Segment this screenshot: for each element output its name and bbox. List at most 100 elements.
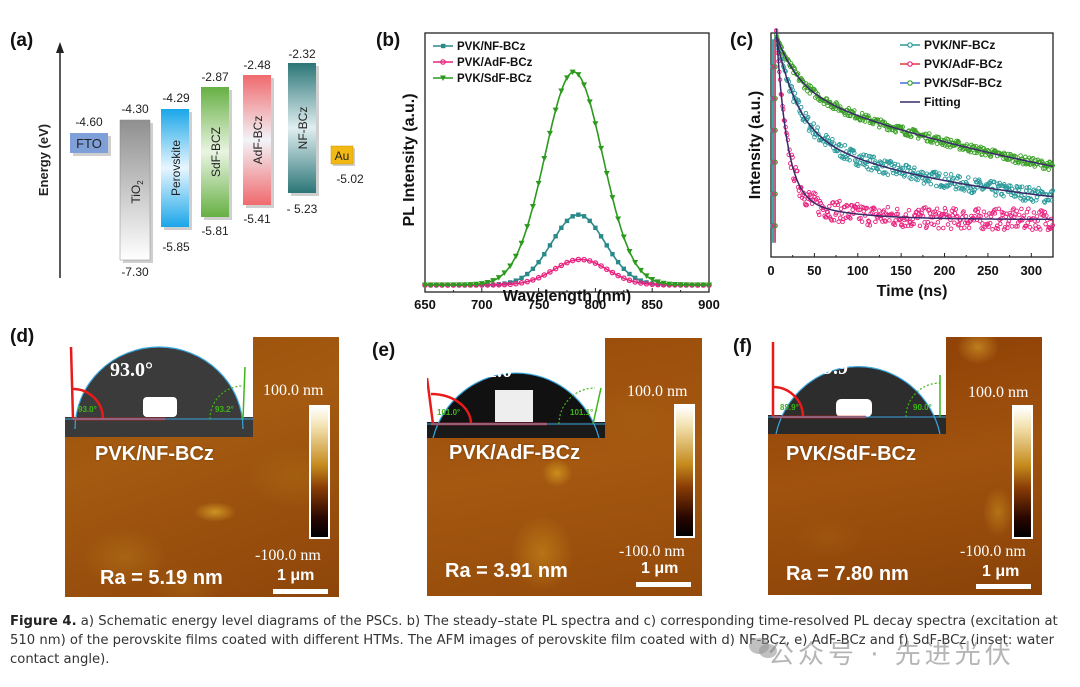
data-point [831, 217, 837, 223]
data-point [666, 281, 673, 288]
data-point [861, 152, 866, 157]
data-point [644, 280, 649, 285]
data-point [962, 225, 967, 230]
level-au-value: -5.02 [336, 172, 364, 186]
data-point [998, 183, 1003, 188]
data-point [981, 146, 987, 151]
data-point [809, 124, 814, 130]
data-point [936, 226, 941, 231]
data-point [932, 209, 937, 214]
data-point [524, 224, 531, 230]
data-point [1044, 197, 1049, 203]
data-point [941, 225, 946, 231]
data-point [875, 117, 880, 122]
data-point [564, 218, 570, 224]
level-tio2 [119, 119, 151, 261]
data-point [558, 88, 565, 94]
x-tick-label: 750 [528, 297, 550, 310]
data-point [587, 218, 592, 224]
data-point [962, 185, 968, 190]
data-point [838, 206, 844, 212]
data-point [547, 243, 553, 248]
data-point [927, 131, 932, 136]
x-tick-label: 150 [890, 263, 912, 278]
afm-image-nf-bcz: 93.0° 93.0° 93.2° PVK/NF-BCz Ra = 5.19 n… [65, 337, 339, 597]
data-point [836, 142, 841, 148]
data-point [988, 214, 994, 219]
data-point [467, 282, 474, 288]
panel-label-e: (e) [372, 340, 396, 361]
data-point [815, 125, 820, 130]
data-point [1028, 196, 1034, 202]
data-point [564, 75, 570, 81]
data-point [806, 190, 812, 195]
data-point [798, 104, 804, 110]
data-point [998, 221, 1003, 227]
data-point [1017, 184, 1023, 190]
data-point [772, 64, 778, 70]
contact-angle-value: 93.0° [110, 359, 153, 381]
data-point [881, 208, 887, 213]
data-point [995, 226, 1001, 232]
data-point [867, 223, 873, 228]
data-point [586, 99, 593, 105]
x-tick-label: 50 [807, 263, 821, 278]
data-point [546, 130, 553, 137]
data-point [1019, 184, 1025, 189]
data-point [683, 282, 690, 288]
data-point [948, 226, 954, 231]
data-point [887, 218, 892, 223]
data-point [1034, 214, 1040, 219]
data-point [609, 269, 616, 276]
data-point [944, 212, 949, 217]
data-point [603, 266, 610, 273]
data-point [1001, 193, 1006, 199]
data-point [957, 174, 962, 180]
data-point [615, 216, 622, 222]
level-nf-bcz [288, 63, 316, 193]
x-tick-label: 800 [585, 297, 607, 310]
level-fto [70, 133, 108, 153]
level-sdf-bcz-bottom: -5.81 [201, 224, 229, 238]
right-angle: 90.0° [913, 403, 932, 412]
data-point [512, 253, 519, 260]
data-point [592, 260, 599, 266]
data-point [524, 278, 531, 285]
data-point [945, 222, 951, 227]
data-point [621, 266, 626, 271]
data-point [929, 221, 934, 226]
level-nf-bcz-top: -2.32 [288, 47, 316, 61]
data-point [905, 223, 911, 229]
data-point [902, 172, 908, 178]
figure-caption: Figure 4. a) Schematic energy level diag… [10, 612, 1072, 669]
data-point [931, 222, 937, 228]
data-point [542, 251, 547, 257]
legend-label: PVK/AdF-BCz [924, 57, 1003, 71]
data-point [581, 256, 587, 263]
data-point [1040, 208, 1045, 214]
legend-marker [907, 61, 913, 67]
data-point [837, 198, 842, 204]
data-point [632, 259, 639, 266]
data-point [632, 275, 638, 281]
data-point [586, 258, 593, 264]
data-point [518, 240, 525, 247]
data-point [1011, 206, 1016, 211]
y-axis-label: Intensity (a.u.) [747, 91, 764, 199]
data-point [844, 202, 849, 208]
data-point [496, 281, 502, 288]
data-point [963, 214, 969, 219]
data-point [937, 171, 942, 176]
data-point [525, 271, 530, 277]
data-point [541, 155, 548, 162]
data-point [921, 181, 927, 186]
data-point [984, 213, 989, 218]
data-point [873, 219, 878, 225]
data-point [615, 259, 621, 265]
data-point [1005, 225, 1010, 231]
data-point [885, 204, 891, 210]
data-point [934, 206, 940, 211]
data-point [1005, 221, 1011, 226]
data-point [873, 159, 878, 164]
data-point [866, 113, 871, 118]
